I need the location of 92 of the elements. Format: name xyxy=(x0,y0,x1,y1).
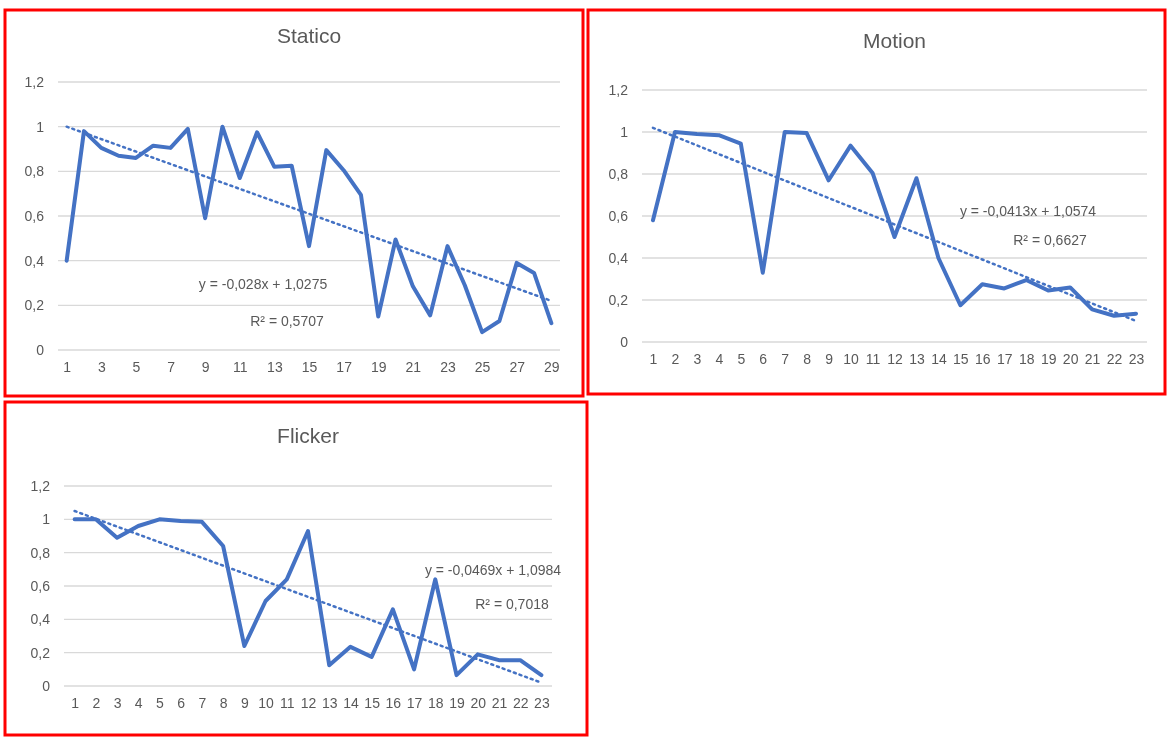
y-tick-label: 0,6 xyxy=(30,577,51,594)
x-tick-label: 17 xyxy=(336,358,353,375)
y-tick-label: 0,4 xyxy=(24,252,45,269)
y-tick-label: 0,2 xyxy=(608,291,629,308)
y-tick-label: 1 xyxy=(36,118,45,135)
x-tick-label: 5 xyxy=(132,358,141,375)
x-tick-label: 19 xyxy=(370,358,387,375)
x-tick-label: 9 xyxy=(240,694,249,711)
x-tick-label: 1 xyxy=(71,694,80,711)
y-tick-label: 1,2 xyxy=(24,73,45,90)
y-tick-label: 0,2 xyxy=(24,297,45,314)
x-tick-label: 20 xyxy=(1062,350,1079,367)
chart-title: Flicker xyxy=(277,424,339,447)
x-tick-label: 15 xyxy=(364,694,381,711)
x-tick-label: 3 xyxy=(97,358,106,375)
x-tick-label: 4 xyxy=(715,350,724,367)
line-series xyxy=(64,124,554,335)
x-tick-label: 16 xyxy=(385,694,402,711)
y-tick-label: 0 xyxy=(36,341,45,358)
x-tick-label: 20 xyxy=(470,694,487,711)
annotation: y = -0,028x + 1,0275 xyxy=(198,276,328,292)
y-tick-label: 1,2 xyxy=(30,477,51,494)
x-tick-label: 27 xyxy=(509,358,526,375)
x-tick-label: 6 xyxy=(759,350,768,367)
x-tick-label: 15 xyxy=(953,350,969,367)
x-tick-label: 2 xyxy=(671,350,680,367)
annotation: R² = 0,6627 xyxy=(1013,232,1087,248)
x-tick-label: 25 xyxy=(474,358,491,375)
x-tick-label: 4 xyxy=(134,694,143,711)
x-tick-label: 22 xyxy=(512,694,529,711)
x-tick-label: 23 xyxy=(534,694,550,711)
x-tick-label: 14 xyxy=(931,350,947,367)
x-tick-label: 11 xyxy=(232,358,248,375)
x-tick-label: 18 xyxy=(428,694,444,711)
x-tick-label: 7 xyxy=(198,694,207,711)
x-tick-label: 5 xyxy=(737,350,746,367)
annotation: R² = 0,7018 xyxy=(475,596,549,612)
x-tick-label: 21 xyxy=(491,694,508,711)
y-tick-label: 0,4 xyxy=(608,249,629,266)
x-tick-label: 17 xyxy=(406,694,423,711)
x-tick-label: 3 xyxy=(693,350,702,367)
x-tick-label: 21 xyxy=(405,358,422,375)
chart-title: Statico xyxy=(276,24,342,47)
x-tick-label: 9 xyxy=(201,358,210,375)
y-tick-label: 0,8 xyxy=(24,163,45,180)
y-tick-label: 1,2 xyxy=(608,81,629,98)
x-tick-label: 2 xyxy=(92,694,101,711)
x-tick-label: 16 xyxy=(975,350,991,367)
y-tick-label: 0,8 xyxy=(30,544,51,561)
x-tick-label: 1 xyxy=(63,358,72,375)
x-tick-label: 5 xyxy=(156,694,165,711)
annotation: y = -0,0413x + 1,0574 xyxy=(959,203,1097,219)
x-tick-label: 23 xyxy=(1128,350,1145,367)
x-tick-label: 11 xyxy=(865,350,881,367)
y-tick-label: 0 xyxy=(620,333,629,350)
x-tick-label: 9 xyxy=(825,350,834,367)
x-tick-label: 13 xyxy=(909,350,925,367)
x-tick-label: 19 xyxy=(1040,350,1057,367)
x-tick-label: 13 xyxy=(321,694,338,711)
x-tick-label: 14 xyxy=(343,694,359,711)
x-tick-label: 7 xyxy=(781,350,790,367)
x-tick-label: 15 xyxy=(301,358,318,375)
x-tick-label: 3 xyxy=(113,694,122,711)
x-tick-label: 11 xyxy=(280,694,295,711)
annotation: R² = 0,5707 xyxy=(250,313,324,329)
x-tick-label: 8 xyxy=(219,694,228,711)
y-tick-label: 0,4 xyxy=(30,611,51,628)
y-tick-label: 0,8 xyxy=(608,165,629,182)
x-tick-label: 21 xyxy=(1084,350,1101,367)
y-tick-label: 0,2 xyxy=(30,644,51,661)
x-tick-label: 7 xyxy=(167,358,176,375)
x-tick-label: 29 xyxy=(544,358,560,375)
x-tick-label: 10 xyxy=(258,694,275,711)
x-tick-label: 12 xyxy=(887,350,903,367)
x-tick-label: 1 xyxy=(649,350,658,367)
y-tick-label: 1 xyxy=(42,511,51,528)
x-tick-label: 6 xyxy=(177,694,186,711)
x-tick-label: 19 xyxy=(449,694,466,711)
x-tick-label: 18 xyxy=(1018,350,1035,367)
x-tick-label: 22 xyxy=(1106,350,1123,367)
x-tick-label: 8 xyxy=(803,350,812,367)
annotation: y = -0,0469x + 1,0984 xyxy=(424,562,562,578)
y-tick-label: 1 xyxy=(620,123,629,140)
chart-title: Motion xyxy=(862,29,927,52)
x-tick-label: 17 xyxy=(996,350,1013,367)
y-tick-label: 0 xyxy=(42,677,51,694)
x-tick-label: 13 xyxy=(267,358,283,375)
y-tick-label: 0,6 xyxy=(24,207,45,224)
x-tick-label: 12 xyxy=(300,694,317,711)
x-tick-label: 10 xyxy=(843,350,860,367)
x-tick-label: 23 xyxy=(440,358,456,375)
y-tick-label: 0,6 xyxy=(608,207,629,224)
